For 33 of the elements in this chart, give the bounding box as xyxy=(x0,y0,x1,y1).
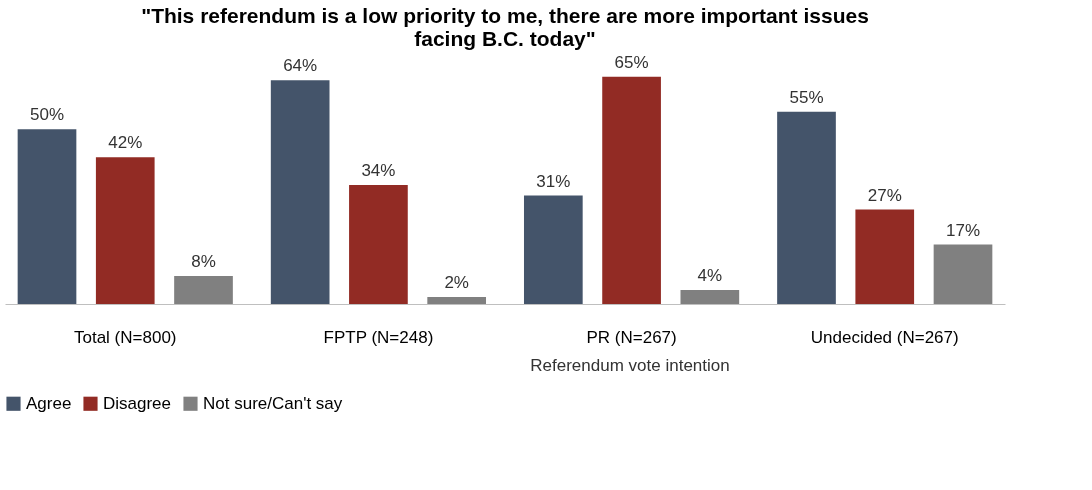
data-label: 17% xyxy=(945,220,981,240)
data-label: 50% xyxy=(29,105,65,125)
text: Referendum vote intention xyxy=(530,356,730,375)
bar xyxy=(933,244,993,304)
legend-label: Disagree xyxy=(103,393,172,413)
data-label: 55% xyxy=(789,87,824,107)
bar xyxy=(855,209,915,304)
x-tick-label: PR (N=267) xyxy=(586,327,677,347)
bar xyxy=(680,290,740,304)
bar xyxy=(777,111,836,304)
chart-title: "This referendum is a low priority to me, there are more important issues facing B.C. today" xyxy=(141,3,869,50)
legend-label: Agree xyxy=(26,393,72,413)
bar xyxy=(523,195,583,304)
bar xyxy=(427,297,487,304)
bar xyxy=(270,80,330,304)
data-label: 8% xyxy=(191,252,216,272)
x-tick-label: FPTP (N=248) xyxy=(323,327,434,347)
legend-label: Not sure/Can't say xyxy=(203,393,343,413)
data-label: 4% xyxy=(697,266,723,286)
data-label: 31% xyxy=(536,171,571,191)
data-label: 27% xyxy=(867,185,902,205)
bar xyxy=(95,157,155,304)
x-tick-label: Undecided (N=267) xyxy=(810,327,959,347)
data-label: 65% xyxy=(614,52,649,72)
bar xyxy=(349,185,408,304)
bar xyxy=(602,76,661,304)
bar xyxy=(174,276,233,304)
data-label: 42% xyxy=(108,133,143,153)
x-tick-label: Total (N=800) xyxy=(73,327,177,347)
data-label: 64% xyxy=(283,56,318,76)
data-label: 2% xyxy=(444,273,469,293)
bar xyxy=(17,129,77,304)
data-label: 34% xyxy=(361,161,396,181)
